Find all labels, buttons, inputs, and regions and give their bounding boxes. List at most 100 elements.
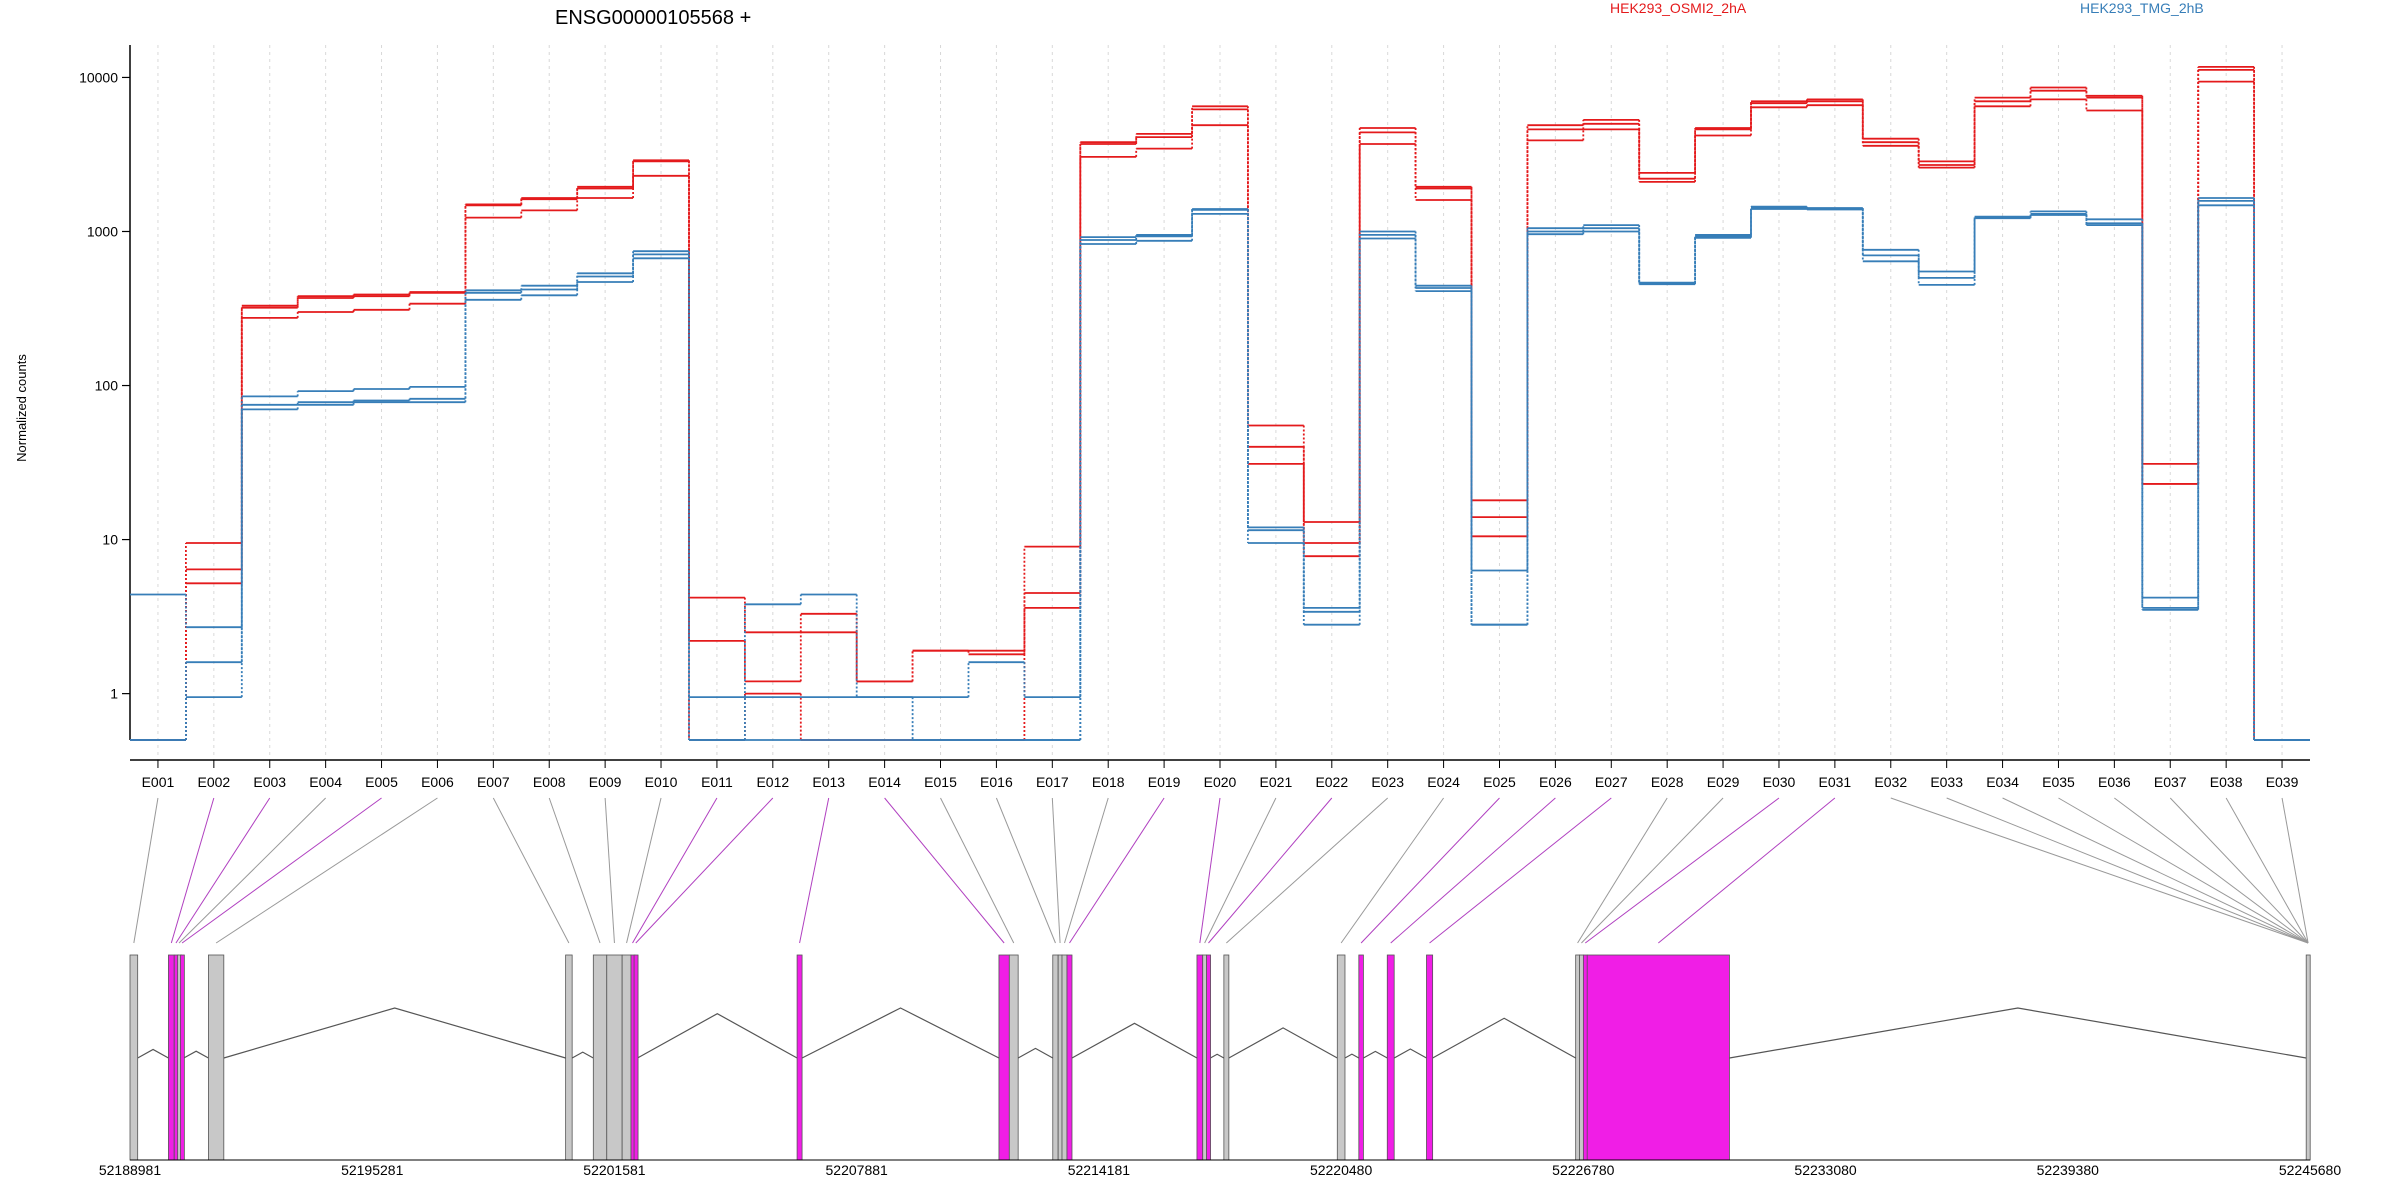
exon-bin-E006 [208, 954, 225, 1161]
exon-bin-E018 [1061, 954, 1068, 1161]
exon-connector [884, 797, 1005, 944]
coordinate-tick-label: 52233080 [1794, 1162, 1857, 1178]
x-tick-label: E025 [1483, 774, 1516, 790]
exon-bin-E016 [1052, 954, 1059, 1161]
exon-bin-E012 [633, 954, 639, 1161]
y-tick-label: 100 [95, 378, 119, 394]
exon-bin-E001 [129, 954, 139, 1161]
x-tick-label: E011 [701, 774, 733, 790]
x-tick-label: E038 [2210, 774, 2243, 790]
exon-connector [1204, 797, 1277, 944]
exon-connector [1390, 797, 1556, 944]
y-tick-label: 1 [110, 686, 118, 702]
x-tick-label: E034 [1986, 774, 2019, 790]
x-tick-label: E036 [2098, 774, 2131, 790]
coordinate-axis: 52188981 52195281 52201581 52207881 52214181… [99, 1159, 2342, 1178]
exon-connector [492, 797, 570, 944]
exon-connector [1226, 797, 1389, 944]
exon-bin-E031 [1586, 954, 1730, 1161]
exon-bin-E024 [1336, 954, 1346, 1161]
exon-bin-E029 [1579, 954, 1584, 1161]
connector-lines [133, 797, 2309, 944]
x-tick-label: E009 [589, 774, 622, 790]
exon-connector [1581, 797, 1724, 944]
coordinate-tick-label: 52188981 [99, 1162, 162, 1178]
exon-connector [1051, 797, 1061, 944]
x-tick-label: E018 [1092, 774, 1125, 790]
intron-line [1017, 1047, 1054, 1059]
exon-bin-E021 [1202, 954, 1208, 1161]
exon-bin-E023 [1223, 954, 1230, 1161]
exon-connector [1199, 797, 1221, 944]
x-tick-label: E010 [645, 774, 678, 790]
exon-bin-E028 [1575, 954, 1581, 1161]
legend-label-tmg: HEK293_TMG_2hB [2080, 0, 2204, 16]
coordinate-tick-label: 52195281 [341, 1162, 404, 1178]
exon-connector [604, 797, 615, 944]
x-tick-label: E039 [2266, 774, 2299, 790]
intron-line [1344, 1053, 1360, 1059]
exon-bin-E032 [2305, 954, 2311, 1161]
x-tick-label: E031 [1819, 774, 1852, 790]
exon-bin-E013 [796, 954, 803, 1161]
exon-connector [1208, 797, 1333, 944]
exon-bin-E009 [606, 954, 623, 1161]
intron-line [571, 1051, 594, 1059]
exon-connector [1340, 797, 1444, 944]
exon-connector [175, 797, 271, 944]
y-tick-label: 1000 [87, 223, 118, 239]
coordinate-tick-label: 52207881 [826, 1162, 889, 1178]
x-tick-label: E037 [2154, 774, 2187, 790]
x-tick-label: E013 [812, 774, 845, 790]
intron-line [183, 1050, 209, 1059]
x-tick-label: E029 [1707, 774, 1740, 790]
exon-bin-E010 [621, 954, 632, 1161]
x-tick-label: E006 [421, 774, 454, 790]
exon-connector [1429, 797, 1612, 944]
x-tick-label: E014 [868, 774, 901, 790]
exon-bin-E026 [1386, 954, 1395, 1161]
exon-connector [632, 797, 718, 944]
exon-connector [635, 797, 774, 944]
plot-grid [157, 45, 2283, 760]
exon-connector [2114, 797, 2309, 944]
gene-model [129, 954, 2311, 1161]
exon-connector [133, 797, 159, 944]
x-tick-label: E030 [1763, 774, 1796, 790]
x-tick-label: E016 [980, 774, 1013, 790]
exon-bin-E005 [179, 954, 185, 1161]
exon-bin-E019 [1066, 954, 1073, 1161]
x-axis: E001 E002 E003 E004 E005 E006 E007 E008 E009 E010… [130, 759, 2310, 790]
intron-line [1228, 1027, 1338, 1059]
x-tick-label: E001 [142, 774, 175, 790]
y-tick-label: 10000 [79, 69, 118, 85]
exon-connector [548, 797, 601, 944]
x-tick-label: E004 [309, 774, 342, 790]
intron-line [137, 1048, 169, 1059]
intron-line [1210, 1053, 1225, 1059]
exon-connector [995, 797, 1056, 944]
exon-bin-E027 [1426, 954, 1434, 1161]
exon-connector [2225, 797, 2309, 944]
exon-connector [178, 797, 326, 944]
series-line-4 [130, 197, 2310, 741]
exon-connector [626, 797, 662, 944]
intron-line [637, 1012, 798, 1059]
x-tick-label: E002 [197, 774, 230, 790]
exon-bin-E022 [1206, 954, 1211, 1161]
x-tick-label: E015 [924, 774, 957, 790]
legend-label-osmi2: HEK293_OSMI2_2hA [1610, 0, 1747, 16]
chart-title: ENSG00000105568 + [555, 7, 751, 29]
exon-connector [2002, 797, 2309, 944]
coordinate-tick-label: 52220480 [1310, 1162, 1373, 1178]
exon-connector [215, 797, 438, 944]
x-tick-label: E028 [1651, 774, 1684, 790]
x-tick-label: E012 [756, 774, 789, 790]
exon-bin-E007 [565, 954, 573, 1161]
x-tick-label: E033 [1930, 774, 1963, 790]
x-tick-label: E008 [533, 774, 566, 790]
intron-line [1071, 1022, 1198, 1059]
x-tick-label: E020 [1204, 774, 1237, 790]
coordinate-tick-label: 52245680 [2279, 1162, 2342, 1178]
